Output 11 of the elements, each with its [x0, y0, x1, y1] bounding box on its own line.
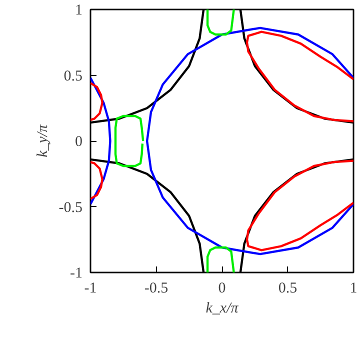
x-axis-title: k_x/π [206, 300, 239, 316]
x-tick-label: 0 [218, 280, 226, 296]
y-tick-label: -1 [70, 266, 83, 282]
y-tick-label: -0.5 [58, 200, 83, 216]
x-tick-label: -0.5 [144, 280, 168, 296]
x-tick-label: 1 [350, 280, 358, 296]
x-tick-label: 0.5 [278, 280, 298, 296]
y-tick-label: 0.5 [64, 68, 82, 84]
y-tick-label: 1 [75, 2, 82, 18]
y-tick-label: 0 [75, 134, 82, 150]
y-axis-title: k_y/π [34, 124, 51, 158]
